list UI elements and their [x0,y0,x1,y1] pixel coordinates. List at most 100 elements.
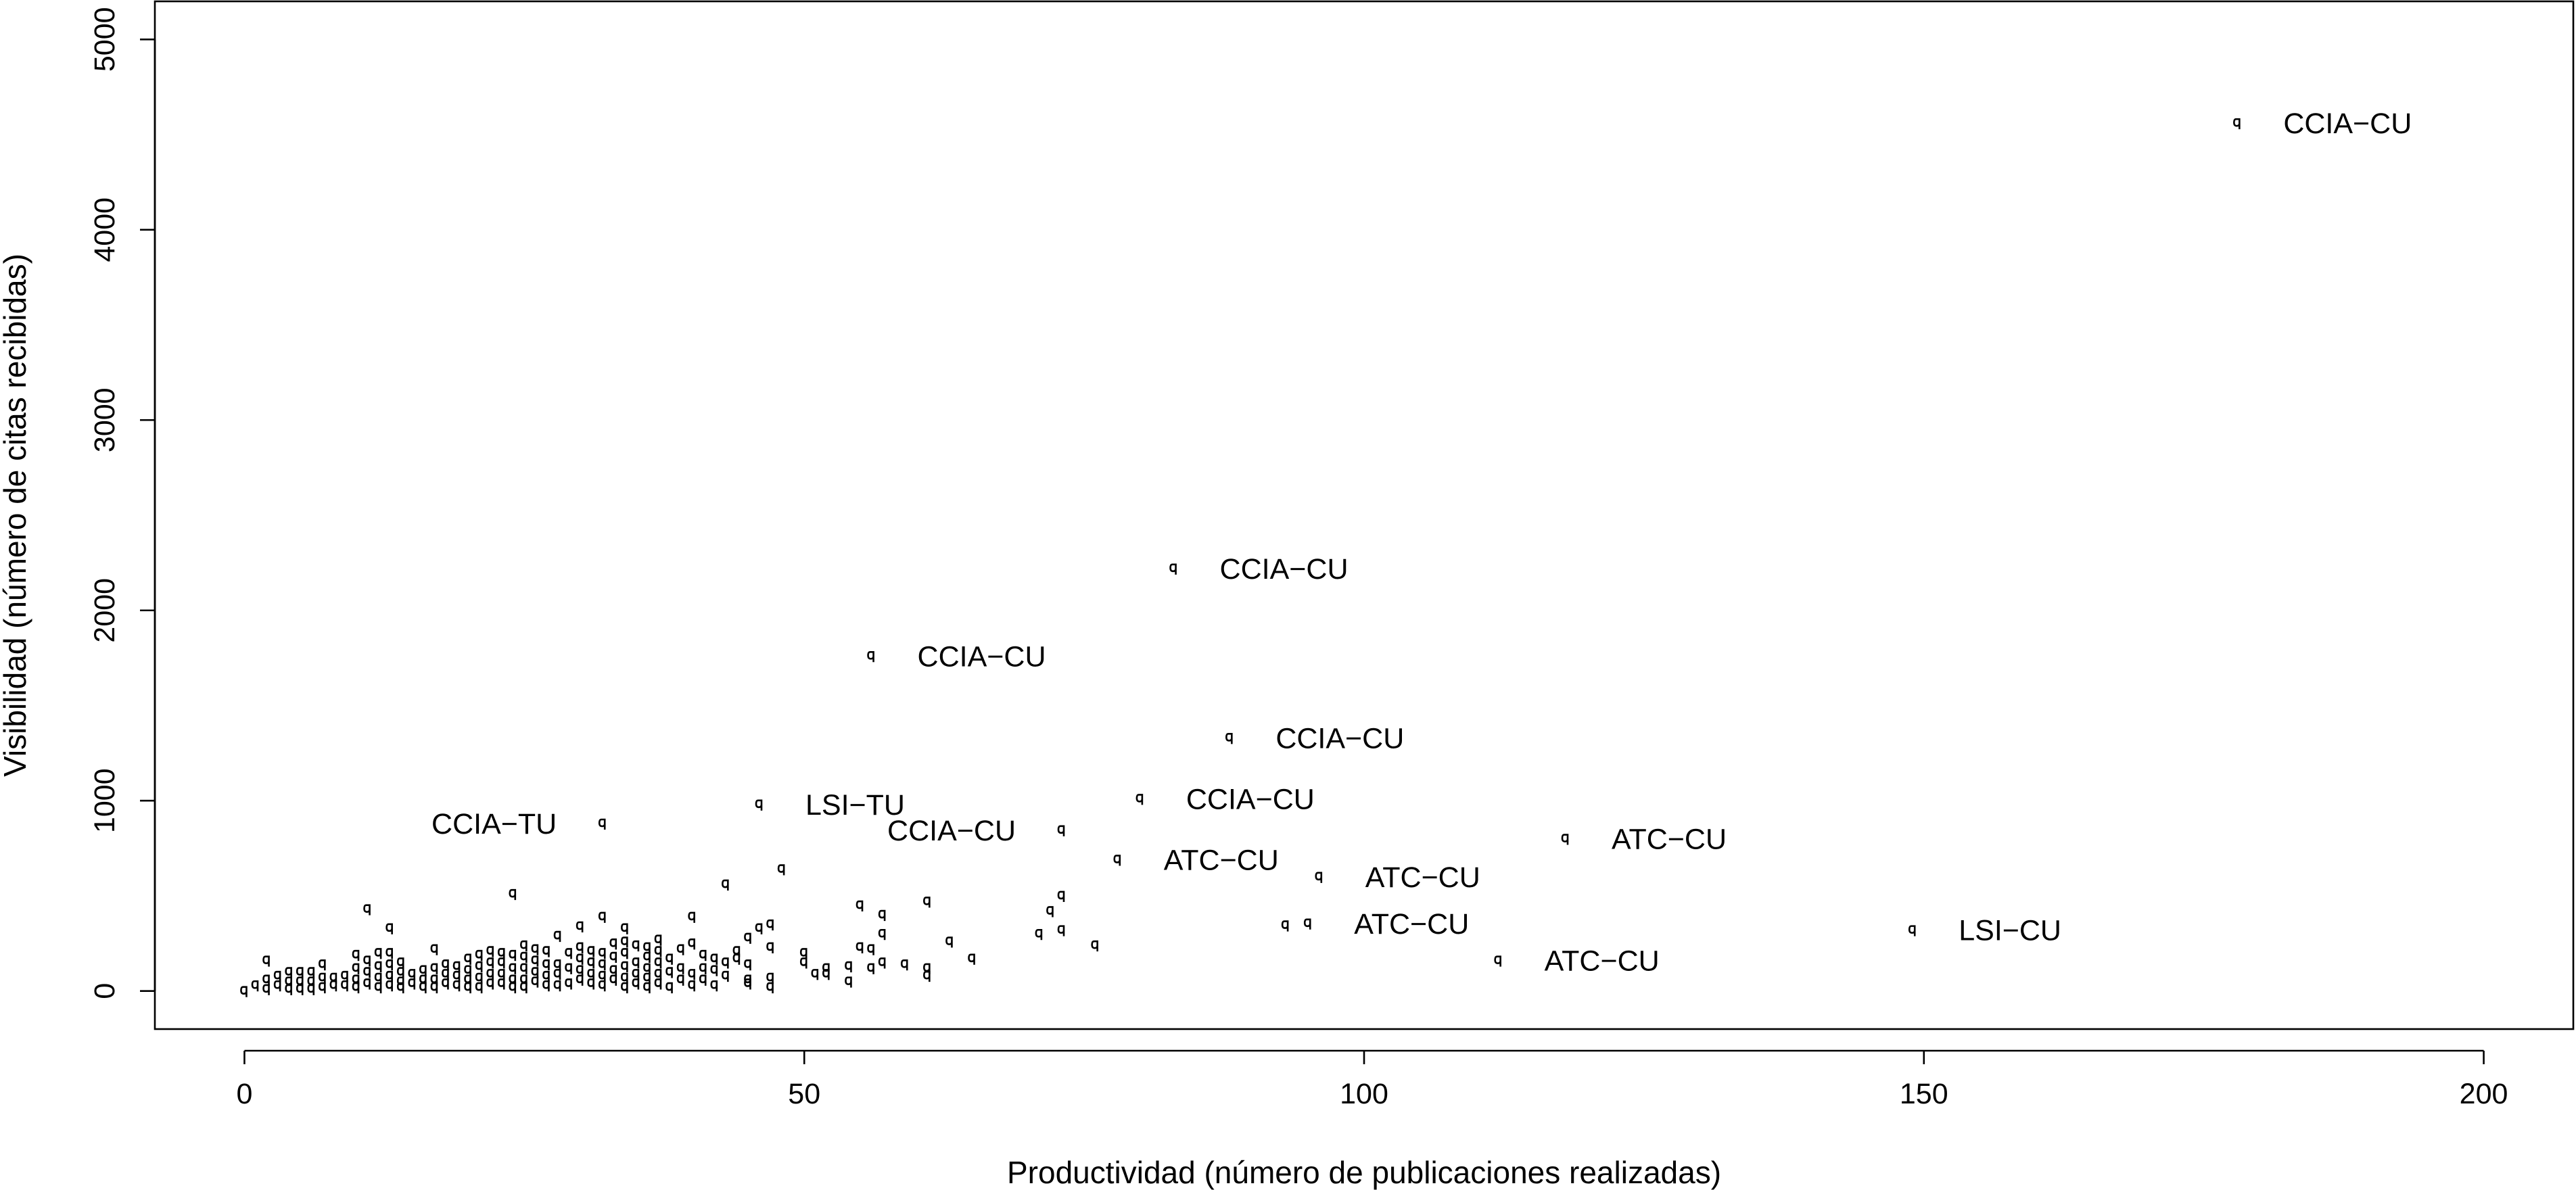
data-point [576,921,584,932]
data-point [486,978,494,990]
data-point [497,969,505,980]
data-point [497,978,505,990]
data-point [273,980,281,992]
data-point [319,972,326,984]
data-point [430,944,438,955]
data-point [598,980,606,992]
data-point [374,982,382,994]
data-point [1091,940,1098,952]
data-point [352,949,360,961]
data-point [632,969,640,980]
data-point [486,957,494,969]
data-point [654,978,662,990]
data-point [621,923,628,934]
data-point [240,986,248,997]
data-point [845,976,852,988]
data-point [878,957,886,969]
data-point [609,951,617,963]
point-label: ATC−CU [1545,945,1660,978]
data-point [699,963,707,974]
point-labels: CCIA−CU CCIA−CU CCIA−CU CCIA−CU CCIA−CU CCIA−… [431,108,2412,978]
data-point [654,969,662,980]
data-point [442,969,449,980]
data-point [509,982,517,994]
y-tick-label: 1000 [89,768,121,833]
data-point [385,948,393,959]
data-point [374,948,382,959]
data-point [531,944,539,955]
data-point [363,904,371,915]
data-point [385,923,393,934]
data-point [251,980,259,992]
data-point [632,957,640,969]
data-point [867,963,874,974]
data-point [665,953,673,965]
data-point [621,936,628,948]
point-label: ATC−CU [1164,844,1279,876]
data-point [732,953,741,965]
data-point [799,948,807,959]
data-point [632,940,640,952]
data-point [341,970,348,982]
point-label: ATC−CU [1354,908,1469,941]
data-point [643,942,651,953]
data-point [509,963,517,974]
data-point [654,934,662,946]
data-point [497,957,505,969]
point-label: ATC−CU [1365,861,1480,894]
data-point [475,949,483,961]
data-point [520,951,528,963]
data-point [497,948,505,959]
data-point [587,969,594,980]
data-point [285,967,292,978]
data-point [576,965,584,976]
point-label: CCIA−CU [1275,722,1404,755]
point-label: CCIA−CU [918,640,1046,673]
data-point [665,967,673,978]
data-point [621,961,628,973]
y-tick-label: 0 [89,983,121,999]
y-tick-label: 3000 [89,387,121,452]
data-point [676,963,684,974]
data-point [565,978,572,990]
data-point [621,948,628,959]
y-tick-label: 2000 [89,578,121,643]
data-point [688,980,695,992]
data-point [475,961,483,973]
labeled-data-point [2233,118,2241,130]
data-point [396,967,404,978]
labeled-data-point [1303,918,1311,930]
data-point [464,953,471,965]
data-point [945,936,953,948]
data-point [766,972,774,984]
data-point [430,982,438,994]
point-label: CCIA−CU [1186,783,1315,815]
data-point [352,963,360,974]
y-axis-title: Visibilidad (número de citas recibidas) [0,254,32,777]
data-point [811,969,819,980]
data-point [542,980,550,992]
data-point [509,949,517,961]
data-point [408,978,416,990]
data-point [665,982,673,994]
point-label: CCIA−CU [1220,553,1349,586]
data-point [710,953,718,965]
data-point [531,967,539,978]
plot-frame [154,0,2575,1030]
data-point [744,959,751,971]
data-point [587,957,594,969]
data-point [1046,906,1054,918]
labeled-data-point [755,799,763,811]
data-point [285,984,292,995]
point-label: CCIA−CU [887,815,1016,847]
data-point [486,969,494,980]
data-point [553,980,561,992]
data-point [576,942,584,953]
data-point [968,953,975,965]
x-tick-label: 100 [1340,1078,1388,1110]
labeled-data-point [1113,855,1121,866]
data-point [766,919,774,931]
data-point [643,972,651,984]
data-point [565,948,572,959]
point-label: CCIA−TU [431,808,557,840]
